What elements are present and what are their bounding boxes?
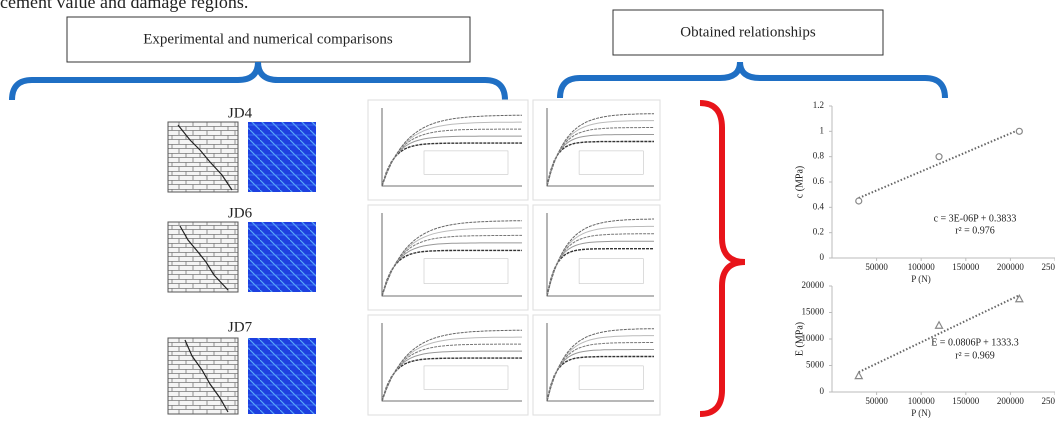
y-tick-label: 1.2	[813, 100, 824, 110]
point	[856, 198, 862, 204]
trendline	[859, 295, 1020, 372]
specimen-label: JD4	[228, 105, 253, 121]
damage-image	[248, 338, 316, 414]
damage-image	[248, 122, 316, 192]
wall-image	[168, 222, 238, 292]
y-tick-label: 0.6	[813, 176, 825, 186]
y-tick-label: 15000	[802, 307, 825, 317]
y-tick-label: 5000	[806, 360, 825, 370]
x-tick-label: 200000	[997, 262, 1025, 272]
y-tick-label: 0.2	[813, 227, 824, 237]
damage-image	[248, 222, 316, 292]
x-tick-label: 100000	[908, 262, 936, 272]
wall-image	[168, 338, 238, 414]
y-axis-label: c (MPa)	[794, 166, 805, 199]
specimen-label: JD6	[228, 205, 253, 221]
sketch-frame	[368, 315, 528, 415]
red-brace	[700, 103, 745, 414]
x-axis-label: P (N)	[911, 274, 930, 284]
page: { "caption_fragment": "cement value and …	[0, 0, 1055, 419]
y-axis-label: E (MPa)	[794, 322, 805, 356]
y-tick-label: 0.8	[813, 151, 825, 161]
figure: cement value and damage regions. Experim…	[0, 0, 1055, 419]
point	[1016, 128, 1022, 134]
caption-fragment: cement value and damage regions.	[0, 0, 248, 12]
y-tick-label: 1	[820, 125, 825, 135]
x-tick-label: 50000	[865, 396, 888, 406]
x-tick-label: 50000	[865, 262, 888, 272]
sketch-frame	[533, 315, 660, 415]
trend-equation: r² = 0.976	[955, 225, 994, 236]
x-tick-label: 200000	[997, 396, 1025, 406]
point	[936, 322, 943, 329]
x-tick-label: 100000	[908, 396, 936, 406]
point	[855, 372, 862, 379]
y-tick-label: 0.4	[813, 201, 825, 211]
sketch-frame	[368, 100, 528, 200]
x-axis-label: P (N)	[911, 408, 930, 418]
trend-equation: c = 3E-06P + 0.3833	[934, 213, 1017, 224]
box-label: Obtained relationships	[680, 24, 816, 40]
trendline	[859, 130, 1020, 198]
y-tick-label: 20000	[802, 280, 825, 290]
y-tick-label: 0	[820, 252, 825, 262]
box-label: Experimental and numerical comparisons	[143, 31, 393, 47]
blue-brace	[12, 62, 505, 100]
x-tick-label: 150000	[952, 262, 980, 272]
sketch-frame	[533, 205, 660, 310]
sketch-frame	[533, 100, 660, 200]
x-tick-label: 150000	[952, 396, 980, 406]
point	[936, 154, 942, 160]
trend-equation: r² = 0.969	[955, 350, 994, 361]
comparison-plots	[368, 100, 660, 415]
blue-brace	[560, 62, 945, 98]
trend-equation: E = 0.0806P + 1333.3	[931, 337, 1019, 348]
wall-image	[168, 122, 238, 192]
y-tick-label: 0	[820, 386, 825, 396]
specimen-label: JD7	[228, 319, 253, 335]
